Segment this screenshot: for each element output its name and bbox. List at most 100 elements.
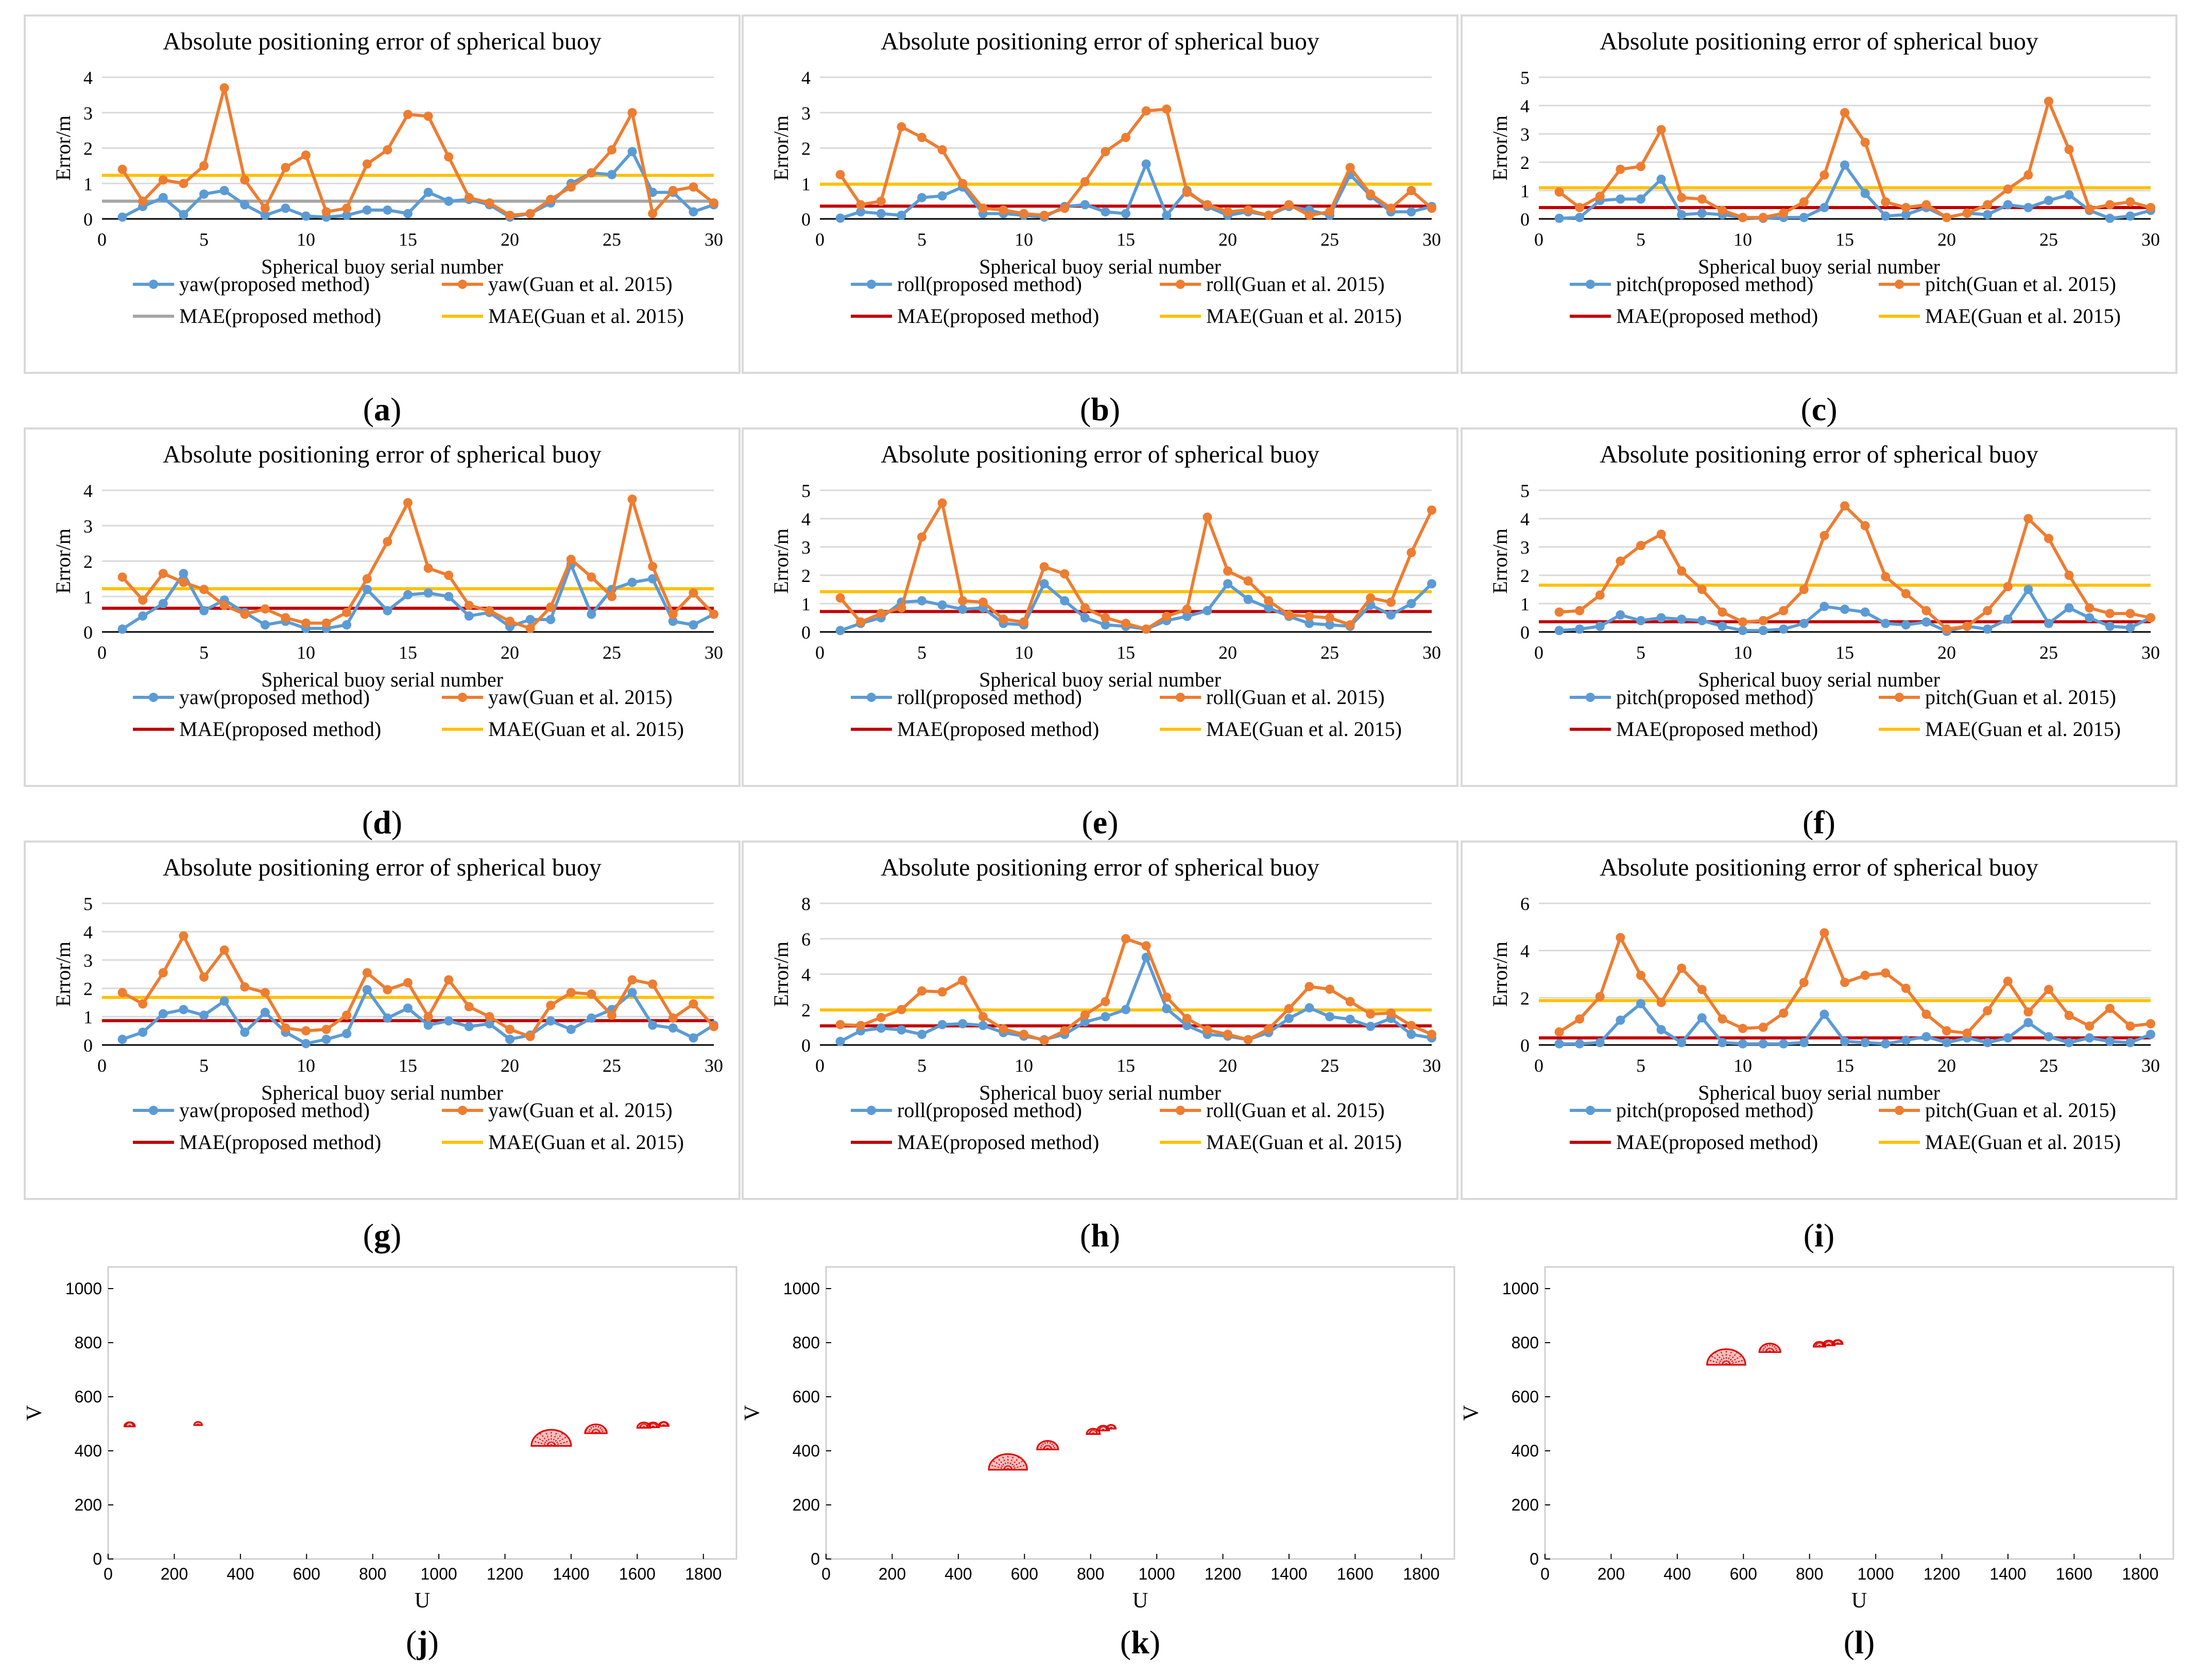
- legend-mae-proposed: MAE(proposed method): [851, 304, 1099, 328]
- legend-label: MAE(proposed method): [897, 1130, 1099, 1154]
- data-point-guan: [2146, 1019, 2155, 1028]
- x-tick-label: 30: [705, 229, 723, 250]
- y-tick-label: 6: [801, 929, 811, 950]
- buoy-hatch: [1007, 1454, 1015, 1470]
- buoy-hatch: [544, 1430, 552, 1446]
- legend-mae-guan: MAE(Guan et al. 2015): [1160, 1130, 1402, 1154]
- data-point-proposed: [1366, 1021, 1376, 1031]
- legend-label: MAE(Guan et al. 2015): [1925, 1130, 2121, 1154]
- x-tick-label: 15: [1835, 1055, 1854, 1076]
- data-point-proposed: [1677, 614, 1687, 624]
- data-point-guan: [1243, 576, 1253, 586]
- legend-mae-guan: MAE(Guan et al. 2015): [1160, 304, 1402, 328]
- data-point-guan: [2003, 582, 2013, 591]
- data-point-proposed: [1983, 210, 1993, 219]
- x-tick-label: 200: [1598, 1565, 1625, 1583]
- legend-label: yaw(Guan et al. 2015): [488, 685, 673, 709]
- data-point-proposed: [1080, 1017, 1090, 1027]
- y-tick-label: 1000: [1502, 1279, 1539, 1298]
- data-point-guan: [403, 978, 413, 987]
- buoy-hatch: [1043, 1441, 1049, 1450]
- x-tick-label: 10: [297, 229, 315, 250]
- data-point-guan: [1718, 607, 1727, 617]
- x-tick-label: 1800: [2122, 1565, 2158, 1583]
- buoy-hatch: [1766, 1344, 1771, 1352]
- legend-mae-proposed: MAE(proposed method): [1570, 1130, 1818, 1154]
- data-point-guan: [1901, 589, 1911, 598]
- legend-label: roll(proposed method): [897, 1099, 1082, 1122]
- data-point-proposed: [2085, 1033, 2095, 1043]
- legend-marker: [149, 280, 158, 289]
- buoy-hatch: [989, 1464, 1008, 1470]
- x-tick-label: 20: [1218, 1055, 1237, 1076]
- data-point-guan: [1575, 203, 1585, 212]
- legend-label: yaw(proposed method): [179, 685, 370, 709]
- x-tick-label: 5: [1636, 229, 1645, 250]
- y-tick-label: 0: [801, 209, 811, 230]
- data-point-proposed: [1656, 1025, 1666, 1035]
- data-point-guan: [668, 186, 678, 195]
- data-point-guan: [1820, 170, 1829, 180]
- series-line-guan: [121, 86, 715, 217]
- data-point-guan: [689, 999, 698, 1009]
- y-tick-label: 4: [801, 965, 811, 985]
- data-point-guan: [648, 979, 658, 989]
- y-tick-label: 4: [801, 67, 811, 88]
- data-point-guan: [2023, 514, 2033, 523]
- x-tick-label: 25: [2039, 229, 2058, 250]
- x-tick-label: 600: [293, 1565, 320, 1583]
- data-point-proposed: [835, 1037, 845, 1047]
- data-point-proposed: [2064, 603, 2074, 613]
- data-point-proposed: [485, 1019, 494, 1028]
- y-tick-label: 1: [83, 174, 93, 194]
- legend-proposed: pitch(proposed method): [1570, 685, 1813, 709]
- data-point-guan: [1101, 613, 1110, 623]
- y-tick-label: 4: [1520, 96, 1530, 116]
- legend-label: pitch(Guan et al. 2015): [1925, 685, 2116, 709]
- legend-proposed: yaw(proposed method): [133, 685, 370, 709]
- buoy-marker: [646, 1421, 660, 1428]
- x-tick-label: 10: [1733, 642, 1752, 663]
- data-point-guan: [607, 592, 616, 602]
- data-point-guan: [1325, 613, 1334, 623]
- x-tick-label: 10: [1015, 229, 1033, 250]
- data-point-guan: [1427, 505, 1436, 515]
- x-axis-title: Spherical buoy serial number: [261, 1081, 503, 1104]
- x-tick-label: 5: [199, 642, 209, 663]
- data-point-proposed: [2105, 1037, 2115, 1047]
- data-point-guan: [1325, 207, 1334, 217]
- data-point-guan: [1019, 617, 1028, 627]
- data-point-guan: [1386, 203, 1396, 213]
- legend-mae-guan: MAE(Guan et al. 2015): [1160, 717, 1402, 741]
- data-point-proposed: [689, 620, 698, 630]
- x-tick-label: 0: [1540, 1565, 1550, 1583]
- data-point-guan: [1738, 617, 1747, 627]
- legend-label: pitch(Guan et al. 2015): [1925, 272, 2116, 296]
- data-point-proposed: [1820, 203, 1829, 212]
- data-point-guan: [978, 597, 988, 607]
- data-point-proposed: [281, 203, 290, 213]
- data-point-guan: [1554, 607, 1564, 617]
- data-point-guan: [999, 205, 1008, 215]
- x-tick-label: 5: [199, 1055, 209, 1076]
- data-point-guan: [281, 613, 290, 623]
- legend-label: pitch(Guan et al. 2015): [1925, 1099, 2116, 1122]
- data-point-guan: [464, 193, 474, 202]
- data-point-guan: [2105, 609, 2115, 619]
- data-point-guan: [1019, 1030, 1028, 1039]
- x-tick-label: 600: [1730, 1565, 1757, 1583]
- x-tick-label: 25: [2039, 1055, 2058, 1076]
- x-tick-label: 1200: [487, 1565, 523, 1583]
- y-axis-title: Error/m: [1488, 115, 1512, 181]
- scatter-panel-j: 0 200 400 600 800 1000 1200 1400 1600 1800 0 200 400…: [23, 1266, 737, 1660]
- buoy-hatch: [1111, 1427, 1116, 1429]
- data-point-proposed: [1799, 213, 1809, 222]
- data-point-guan: [1039, 562, 1049, 572]
- x-tick-label: 5: [199, 229, 209, 250]
- buoy-hatch: [1708, 1359, 1727, 1366]
- chart-panel-b: Absolute positioning error of spherical …: [742, 14, 1458, 427]
- buoy-hatch: [129, 1425, 135, 1427]
- buoy-hatch: [1093, 1432, 1100, 1435]
- data-point-guan: [897, 603, 906, 613]
- x-tick-label: 1400: [1271, 1565, 1307, 1583]
